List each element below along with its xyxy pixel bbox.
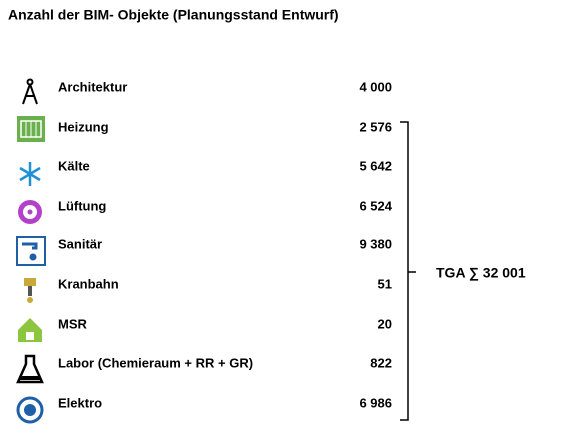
row-value: 20 <box>378 316 392 331</box>
row-label: Heizung <box>58 119 109 134</box>
row-value: 9 380 <box>359 236 392 251</box>
icon-elektro <box>16 396 44 424</box>
row-label: Kälte <box>58 158 90 173</box>
row-label: Elektro <box>58 395 102 410</box>
icon-lueftung <box>18 200 42 224</box>
row-label: Architektur <box>58 79 127 94</box>
icon-msr <box>18 318 42 342</box>
row-label: Kranbahn <box>58 276 119 291</box>
row-value: 822 <box>370 355 392 370</box>
row-value: 5 642 <box>359 158 392 173</box>
icon-architektur <box>22 78 38 105</box>
row-label: Sanitär <box>58 236 102 251</box>
row-value: 6 524 <box>359 198 392 213</box>
row-value: 2 576 <box>359 119 392 134</box>
row-value: 51 <box>378 276 392 291</box>
icon-heizung <box>17 116 45 142</box>
row-label: Labor (Chemieraum + RR + GR) <box>58 355 253 370</box>
row-value: 4 000 <box>359 79 392 94</box>
bracket <box>400 121 416 421</box>
icon-kaelte <box>19 162 41 186</box>
icon-sanitaer <box>16 236 46 266</box>
row-label: Lüftung <box>58 198 106 213</box>
row-value: 6 986 <box>359 395 392 410</box>
icon-kranbahn <box>24 278 36 303</box>
title: Anzahl der BIM- Objekte (Planungsstand E… <box>8 7 339 23</box>
row-label: MSR <box>58 316 88 331</box>
icon-labor <box>16 354 44 384</box>
bracket-label: TGA ∑ 32 001 <box>436 265 526 282</box>
